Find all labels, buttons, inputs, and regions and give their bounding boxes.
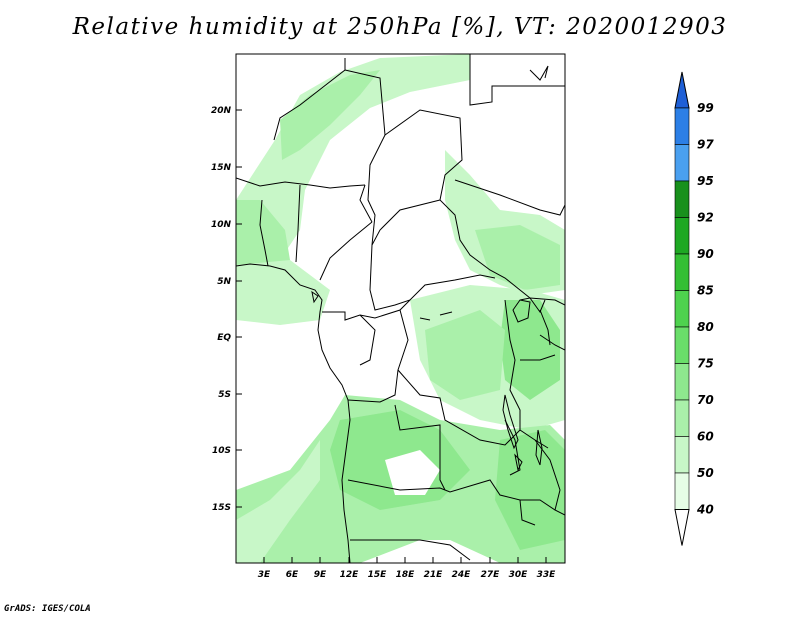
humidity-region-dry-patch [385,450,440,495]
humidity-region-southwest [236,440,320,563]
colorbar-label: 50 [697,466,714,480]
colorbar-label: 70 [697,393,714,407]
humidity-region-north-core [280,70,380,160]
colorbar-segment [674,253,690,291]
lon-tick-label: 12E [340,570,360,580]
colorbar-segment [674,107,690,145]
lon-tick-label: 18E [396,570,416,580]
lon-tick-label: 15E [368,570,388,580]
lat-tick-label: 5S [218,390,231,400]
lon-tick-label: 24E [452,570,472,580]
colorbar-top-arrow [674,71,690,109]
colorbar-label: 85 [697,284,714,298]
humidity-shading [236,54,565,563]
colorbar-label: 95 [697,174,714,188]
lat-tick-label: 10S [212,446,231,456]
lat-tick-label: EQ [217,333,231,343]
lat-tick-label: 20N [211,106,232,116]
lon-tick-label: 27E [481,570,501,580]
lon-tick-label: 6E [286,570,299,580]
humidity-region-lakes [500,300,560,400]
colorbar-label: 97 [697,138,714,152]
map-title: Relative humidity at 250hPa [%], VT: 202… [72,14,728,40]
colorbar-label: 60 [697,430,714,444]
grads-credit: GrADS: IGES/COLA [4,604,91,614]
colorbar-label: 75 [697,357,714,371]
colorbar-bottom-arrow [674,509,690,546]
colorbar-label: 90 [697,247,714,261]
longitude-axis: 3E 6E 9E 12E 15E 18E 21E 24E 27E 30E 33E [258,557,556,580]
colorbar: 99 97 95 92 90 85 80 75 70 60 50 40 [674,71,714,546]
lon-tick-label: 3E [258,570,271,580]
colorbar-segment [674,144,690,182]
colorbar-segment [674,217,690,255]
lon-tick-label: 9E [314,570,327,580]
colorbar-segment [674,363,690,401]
humidity-region-southeast [495,430,565,550]
lat-tick-label: 10N [211,220,232,230]
humidity-region-central-core [425,310,505,400]
colorbar-segment [674,436,690,474]
lon-tick-label: 30E [509,570,529,580]
lon-tick-label: 21E [424,570,444,580]
colorbar-segment [674,290,690,328]
map-frame [235,53,566,564]
colorbar-label: 99 [697,101,714,115]
colorbar-segment [674,326,690,364]
colorbar-segment [674,399,690,437]
colorbar-label: 80 [697,320,714,334]
lat-tick-label: 5N [217,277,231,287]
lat-tick-label: 15S [212,503,231,513]
colorbar-segment [674,472,690,510]
lat-tick-label: 15N [211,163,232,173]
humidity-region-gulf [236,260,330,325]
lakes [311,290,543,472]
latitude-axis: 20N 15N 10N 5N EQ 5S 10S 15S [211,106,242,513]
colorbar-segment [674,180,690,218]
lon-tick-label: 33E [537,570,557,580]
colorbar-label: 92 [697,211,714,225]
colorbar-label: 40 [696,503,714,517]
country-borders [236,54,565,563]
